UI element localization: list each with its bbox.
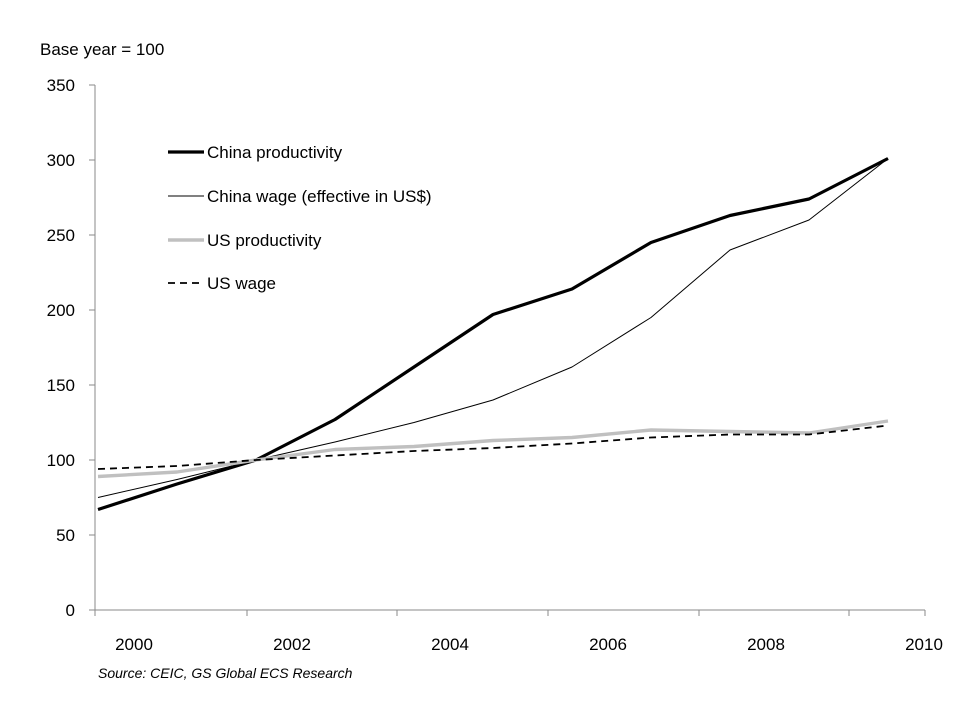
legend-label-1: China productivity bbox=[207, 143, 343, 162]
y-tick-label: 200 bbox=[47, 301, 75, 320]
y-axis-title: Base year = 100 bbox=[40, 40, 164, 59]
y-tick-label: 250 bbox=[47, 226, 75, 245]
legend-label-2: China wage (effective in US$) bbox=[207, 187, 432, 206]
legend: China productivity China wage (effective … bbox=[168, 143, 432, 293]
legend-label-4: US wage bbox=[207, 274, 276, 293]
y-tick-label: 350 bbox=[47, 76, 75, 95]
legend-label-3: US productivity bbox=[207, 231, 322, 250]
y-tick-label: 50 bbox=[56, 526, 75, 545]
x-tick-label: 2004 bbox=[431, 635, 469, 654]
series-line-3 bbox=[97, 419, 889, 479]
x-tick-label: 2002 bbox=[273, 635, 311, 654]
series-line-2 bbox=[97, 158, 889, 498]
y-tick-label: 150 bbox=[47, 376, 75, 395]
x-tick-label: 2006 bbox=[589, 635, 627, 654]
x-tick-label: 2000 bbox=[115, 635, 153, 654]
source-note: Source: CEIC, GS Global ECS Research bbox=[98, 665, 353, 681]
series-lines bbox=[97, 157, 889, 512]
y-tick-label: 300 bbox=[47, 151, 75, 170]
y-tick-label: 100 bbox=[47, 451, 75, 470]
axes: 0 50 100 150 200 250 300 350 2000 2002 2004 2006 200… bbox=[47, 76, 943, 654]
y-tick-label: 0 bbox=[66, 601, 75, 620]
x-tick-label: 2010 bbox=[905, 635, 943, 654]
series-line-1 bbox=[97, 157, 889, 512]
x-tick-label: 2008 bbox=[747, 635, 785, 654]
